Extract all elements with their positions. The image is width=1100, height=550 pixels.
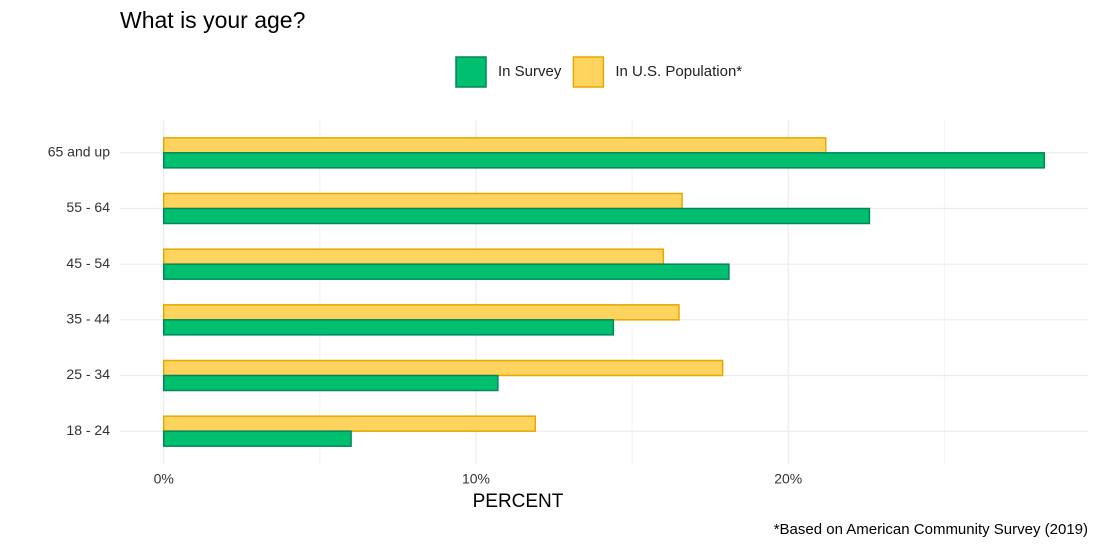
bar [162, 304, 680, 321]
y-tick-label: 55 - 64 [66, 199, 110, 215]
chart-title: What is your age? [120, 7, 305, 33]
legend-swatch [572, 56, 605, 88]
bar [162, 137, 827, 154]
x-axis-title: PERCENT [473, 491, 564, 512]
bar [162, 152, 1046, 169]
y-tick-label: 25 - 34 [66, 366, 110, 382]
x-tick-label: 20% [774, 471, 802, 487]
legend-swatch [455, 56, 487, 88]
bar [162, 319, 615, 336]
bar [162, 359, 724, 377]
bar [162, 207, 871, 225]
bar [162, 415, 537, 432]
bar [162, 430, 352, 447]
bar [162, 192, 683, 210]
bar [162, 248, 665, 265]
bar [162, 263, 730, 280]
bar [162, 374, 499, 392]
x-tick-label: 0% [154, 471, 174, 487]
y-tick-label: 35 - 44 [66, 311, 110, 327]
footnote: *Based on American Community Survey (201… [774, 521, 1088, 538]
y-tick-label: 45 - 54 [66, 255, 110, 271]
y-tick-label: 18 - 24 [66, 422, 110, 438]
legend-label: In Survey [498, 63, 562, 80]
y-tick-label: 65 and up [48, 144, 110, 160]
x-tick-label: 10% [462, 471, 490, 487]
legend-label: In U.S. Population* [615, 63, 742, 80]
